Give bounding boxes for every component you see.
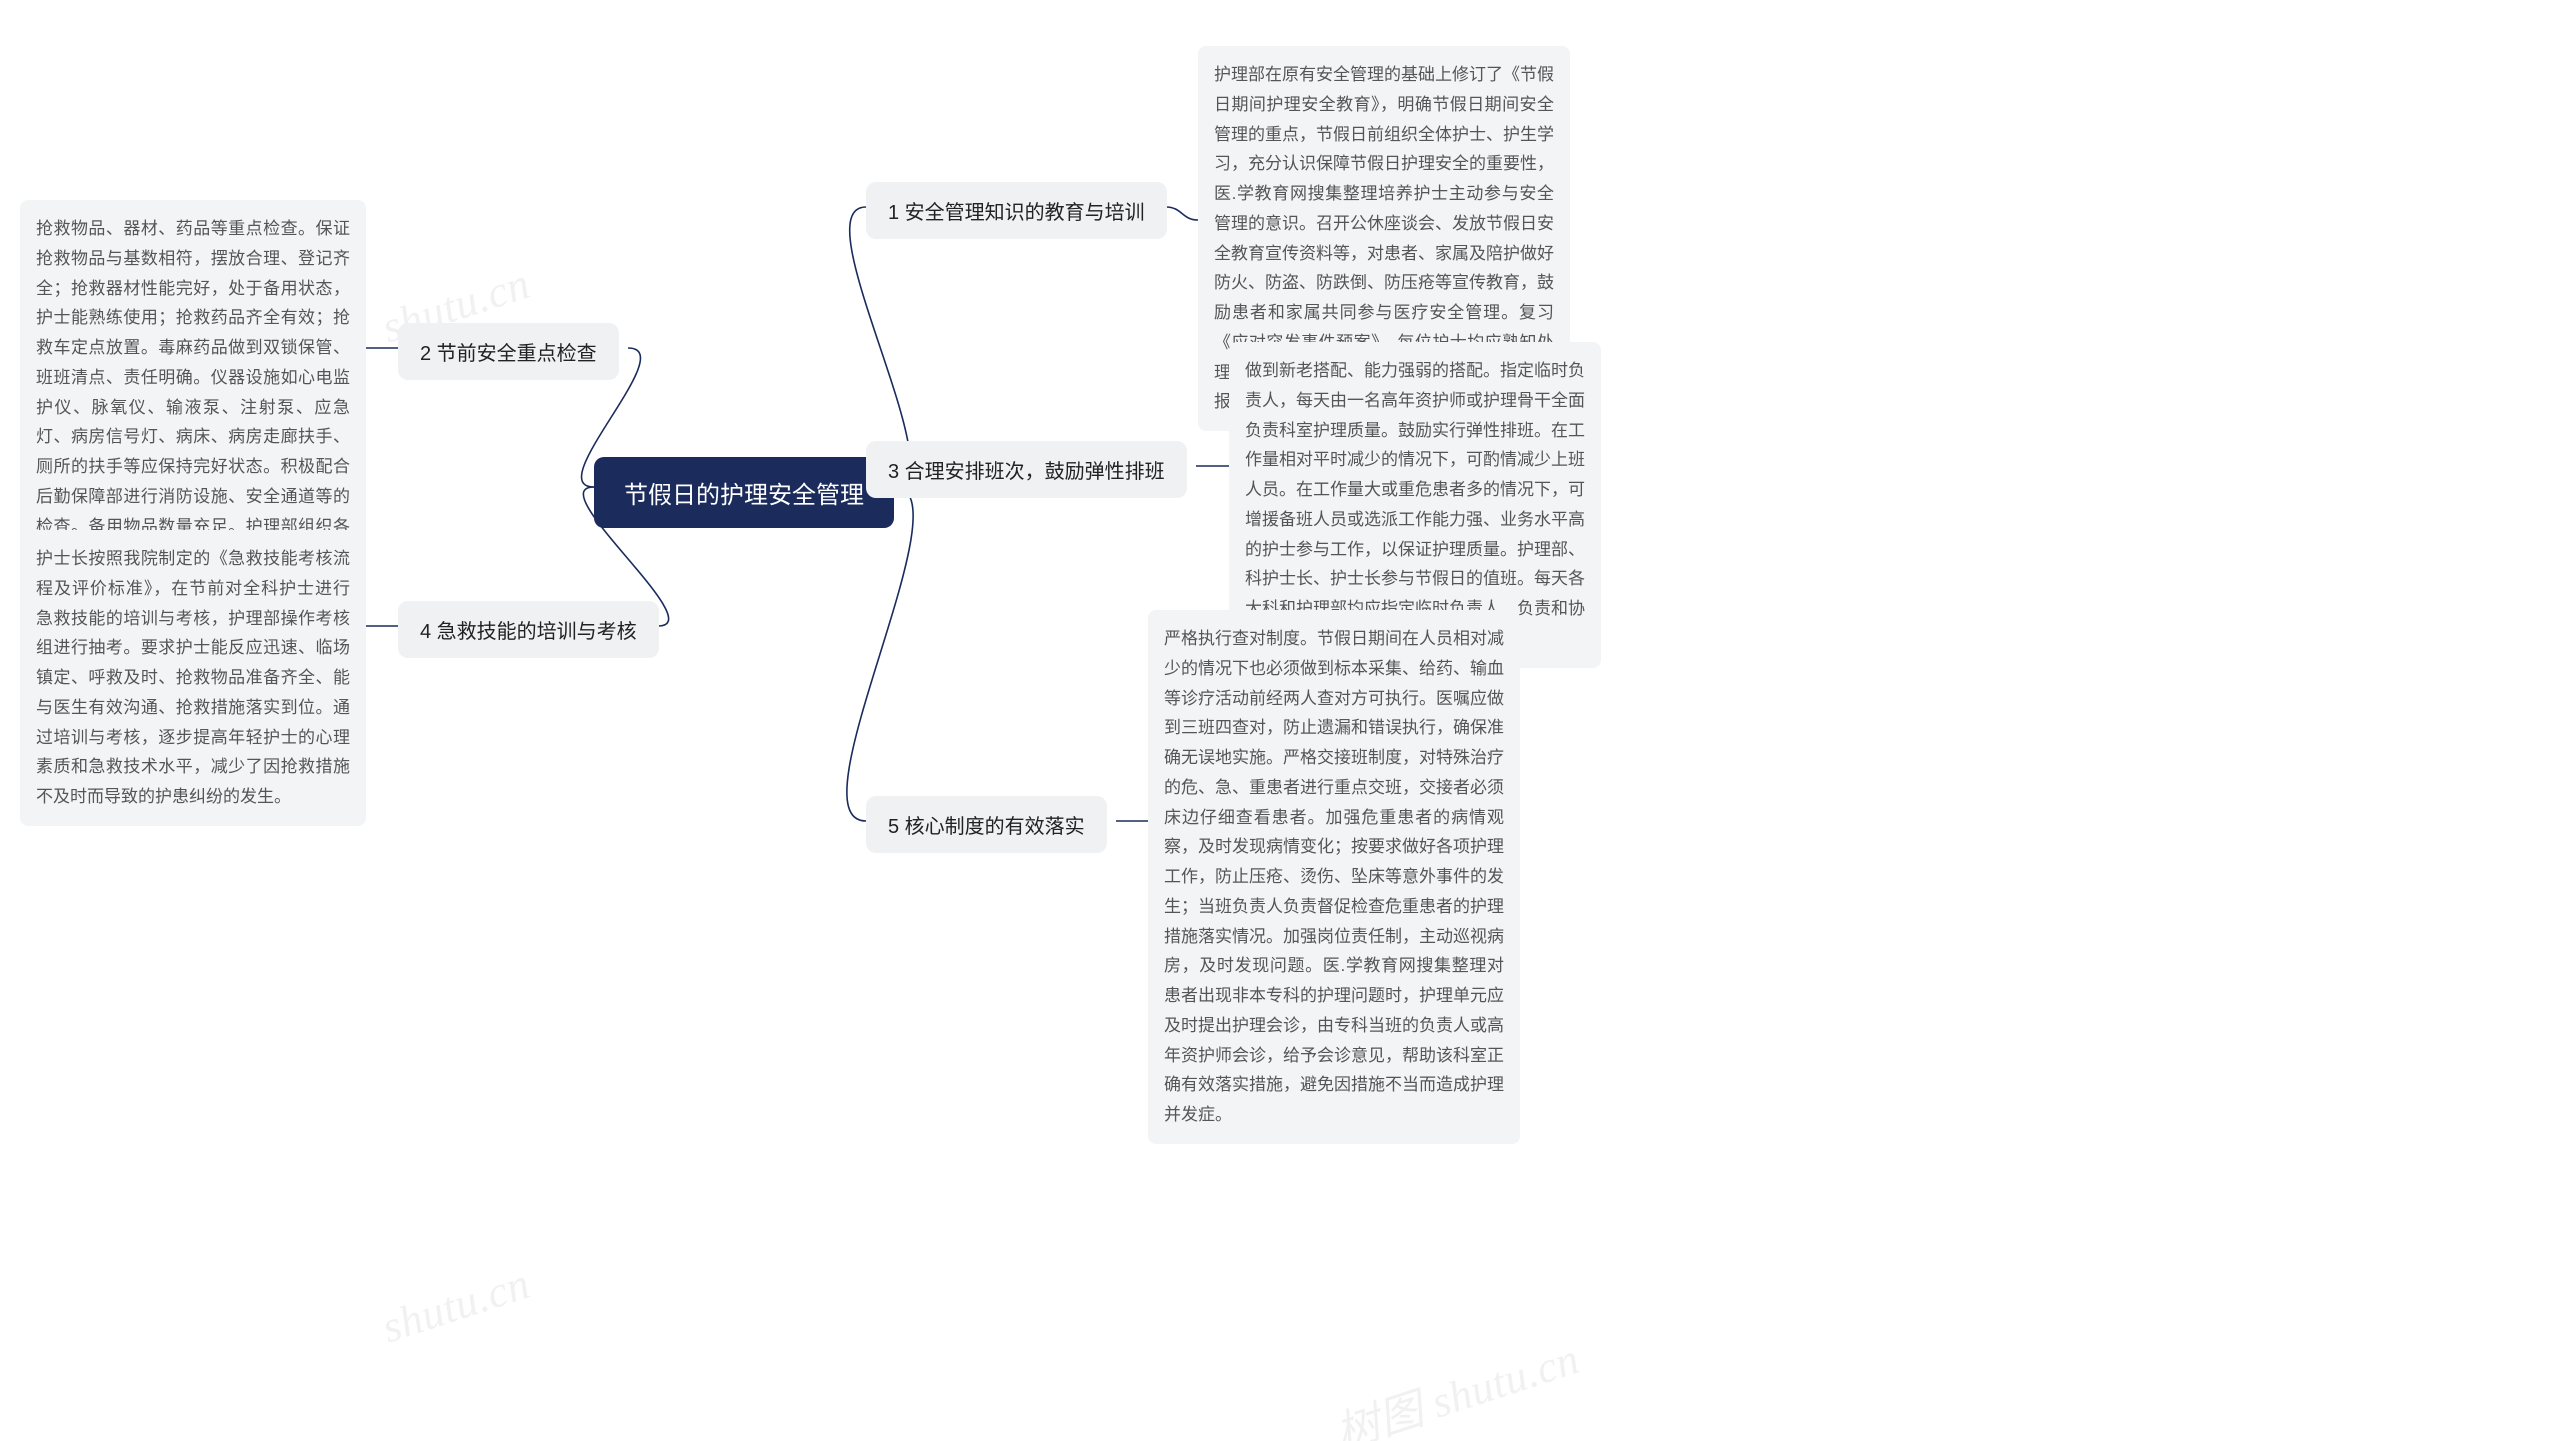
root-label: 节假日的护理安全管理 xyxy=(624,482,864,509)
watermark: 树图 shutu.cn xyxy=(1326,1323,1586,1441)
branch-label: 2 节前安全重点检查 xyxy=(420,343,597,365)
watermark: shutu.cn xyxy=(376,1258,536,1353)
branch-5[interactable]: 5 核心制度的有效落实 xyxy=(866,796,1107,853)
branch-3[interactable]: 3 合理安排班次，鼓励弹性排班 xyxy=(866,441,1187,498)
branch-label: 5 核心制度的有效落实 xyxy=(888,816,1085,838)
mindmap-root[interactable]: 节假日的护理安全管理 xyxy=(594,457,894,528)
branch-4[interactable]: 4 急救技能的培训与考核 xyxy=(398,601,659,658)
branch-label: 4 急救技能的培训与考核 xyxy=(420,621,637,643)
leaf-text: 严格执行查对制度。节假日期间在人员相对减少的情况下也必须做到标本采集、给药、输血… xyxy=(1164,629,1504,1124)
branch-1[interactable]: 1 安全管理知识的教育与培训 xyxy=(866,182,1167,239)
branch-2[interactable]: 2 节前安全重点检查 xyxy=(398,323,619,380)
leaf-text: 做到新老搭配、能力强弱的搭配。指定临时负责人，每天由一名高年资护师或护理骨干全面… xyxy=(1245,361,1585,648)
branch-label: 3 合理安排班次，鼓励弹性排班 xyxy=(888,461,1165,483)
branch-label: 1 安全管理知识的教育与培训 xyxy=(888,202,1145,224)
leaf-4[interactable]: 护士长按照我院制定的《急救技能考核流程及评价标准》，在节前对全科护士进行急救技能… xyxy=(20,530,366,826)
leaf-text: 护士长按照我院制定的《急救技能考核流程及评价标准》，在节前对全科护士进行急救技能… xyxy=(36,549,350,806)
leaf-5[interactable]: 严格执行查对制度。节假日期间在人员相对减少的情况下也必须做到标本采集、给药、输血… xyxy=(1148,610,1520,1144)
